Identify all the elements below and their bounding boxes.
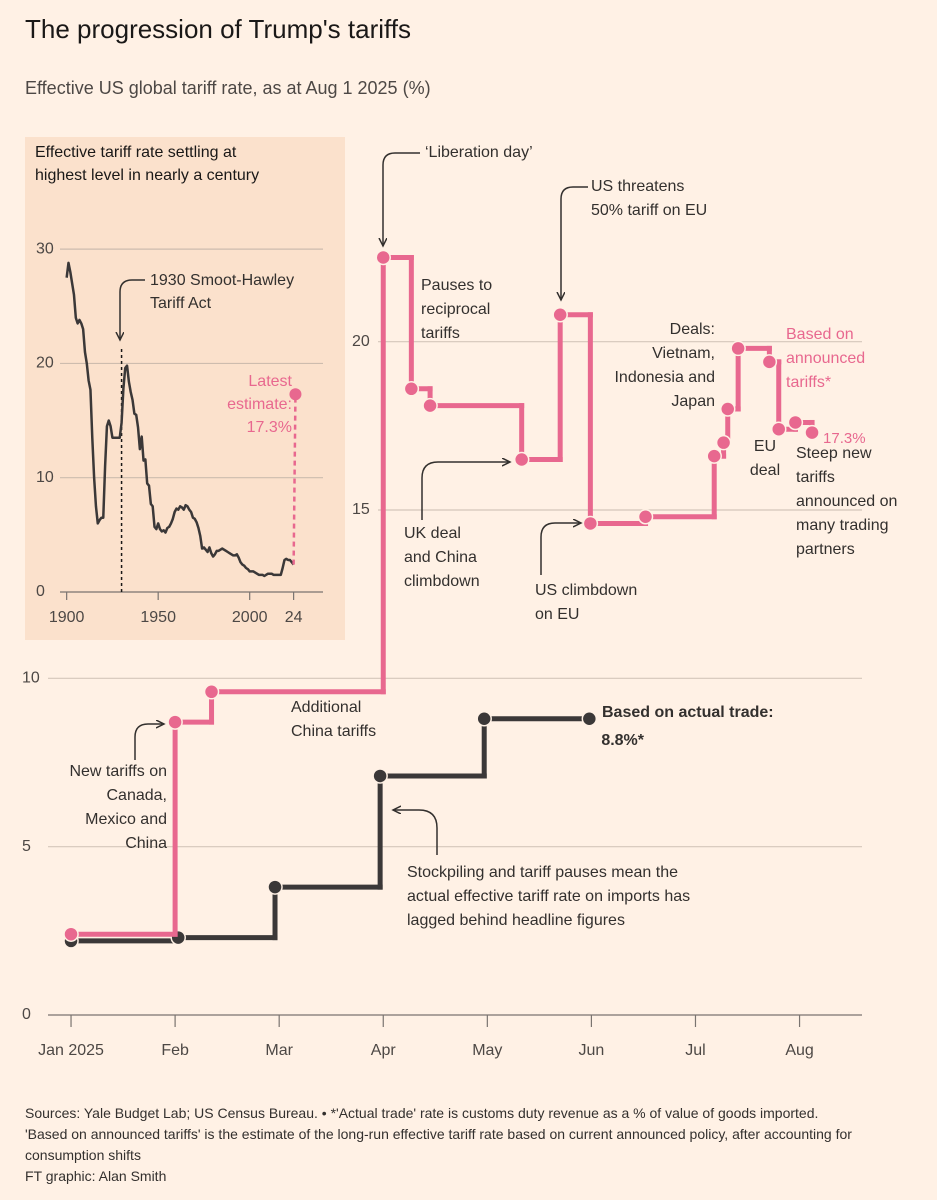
point (167, 714, 183, 730)
x-tick-label: 1950 (140, 609, 176, 626)
inset-panel (25, 137, 345, 640)
point (267, 879, 283, 895)
point (289, 388, 302, 401)
inset-chart: 0 10 20 30 1900 1950 2000 24 (36, 240, 323, 626)
y-tick-label: 10 (36, 469, 54, 486)
x-tick-label: Jan 2025 (38, 1042, 104, 1059)
point (637, 508, 654, 525)
y-tick-label: 5 (22, 838, 31, 855)
y-tick-label: 10 (22, 670, 40, 687)
point (582, 515, 599, 532)
annotation: New tariffs on Canada, Mexico and China (69, 763, 167, 852)
subtitle: Effective US global tariff rate, as at A… (25, 78, 431, 98)
point (422, 397, 438, 414)
x-tick-label: Jun (579, 1042, 605, 1059)
main-chart: 0 5 10 15 20 Jan 2025 Feb Mar Apr May Jun Jul Aug (22, 249, 862, 1059)
arrows (120, 152, 588, 855)
line (292, 394, 297, 565)
arrow (421, 462, 510, 520)
value-label: 8.8%* (601, 731, 645, 749)
point (581, 710, 598, 727)
x-tick-label: Feb (161, 1042, 189, 1059)
point (770, 421, 787, 437)
credit: FT graphic: Alan Smith (25, 1168, 167, 1184)
annotation: US threatens 50% tariff on EU (591, 178, 708, 219)
point (706, 448, 722, 464)
point (372, 768, 388, 784)
point (552, 306, 568, 323)
point (715, 434, 732, 451)
point (761, 354, 778, 370)
arrow (134, 724, 164, 760)
arrow (561, 186, 588, 300)
annotation: Steep new tariffs announced on many trad… (796, 445, 898, 558)
x-tick-label: 24 (285, 609, 303, 626)
annotation: Stockpiling and tariff pauses mean the a… (407, 864, 691, 929)
x-tick-label: 1900 (49, 609, 85, 626)
y-tick-label: 20 (36, 355, 54, 372)
x-tick-label: May (472, 1042, 502, 1059)
arrow (540, 523, 581, 575)
arrow (120, 279, 145, 340)
line (65, 261, 295, 578)
point (63, 926, 79, 942)
annotation: Pauses to reciprocal tariffs (421, 277, 493, 342)
y-tick-label: 30 (36, 240, 54, 257)
point (719, 401, 736, 417)
inset-title: Effective tariff rate settling at highes… (35, 144, 260, 184)
annotation: 1930 Smoot-Hawley Tariff Act (150, 272, 295, 312)
annotation: UK deal and China climbdown (404, 525, 480, 590)
annotation: EU deal (749, 438, 781, 479)
annotation: Additional China tariffs (291, 699, 377, 740)
arrow (393, 810, 438, 855)
annotation: Latest estimate: 17.3% (227, 373, 292, 436)
annotation: US climbdown on EU (535, 582, 638, 623)
source: Sources: Yale Budget Lab; US Census Bure… (25, 1105, 852, 1163)
point (375, 249, 392, 266)
y-tick-label: 0 (22, 1006, 31, 1023)
annotation: ‘Liberation day’ (425, 144, 533, 161)
point (513, 451, 530, 468)
series-label: Based on announced tariffs* (786, 326, 866, 391)
series-label: Based on actual trade: (602, 704, 774, 721)
arrow (383, 152, 420, 246)
x-tick-label: Jul (685, 1042, 705, 1059)
point (476, 710, 492, 727)
y-tick-label: 20 (352, 333, 370, 350)
value-label: 17.3% (823, 429, 866, 447)
x-tick-label: Aug (785, 1042, 813, 1059)
y-tick-label: 15 (352, 501, 370, 518)
x-tick-label: Apr (371, 1042, 397, 1059)
x-tick-label: Mar (265, 1042, 293, 1059)
y-tick-label: 0 (36, 583, 45, 600)
annotation: Deals: Vietnam, Indonesia and Japan (614, 321, 715, 410)
point (787, 414, 804, 431)
title: The progression of Trump's tariffs (25, 14, 411, 44)
point (730, 340, 746, 357)
x-tick-label: 2000 (232, 609, 268, 626)
point (804, 424, 820, 441)
point (403, 381, 420, 397)
point (203, 684, 220, 700)
